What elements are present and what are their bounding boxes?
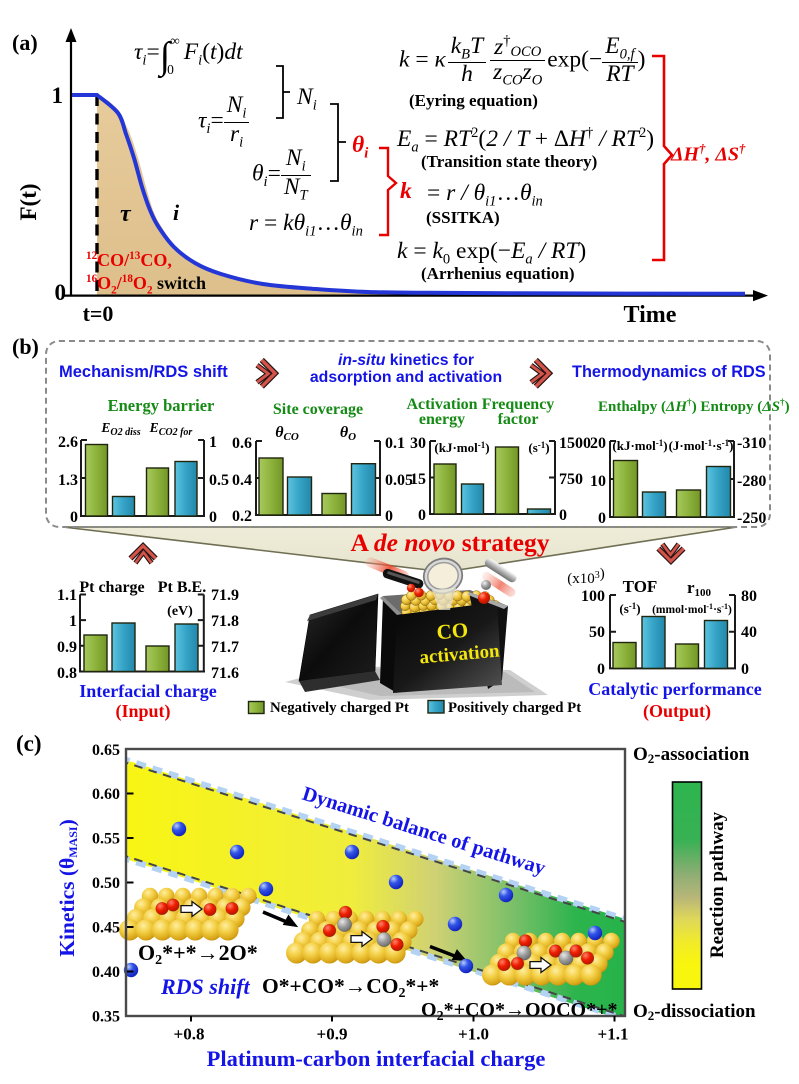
- svg-text:0.50: 0.50: [92, 875, 120, 892]
- svg-text:F(t): F(t): [16, 183, 41, 220]
- svg-text:O*+CO*→CO2*+*: O*+CO*→CO2*+*: [262, 974, 439, 1001]
- svg-text:θO: θO: [340, 424, 356, 443]
- svg-text:1.1: 1.1: [57, 587, 77, 604]
- svg-text:+1.0: +1.0: [458, 1025, 489, 1044]
- svg-text:0.8: 0.8: [57, 665, 77, 682]
- svg-text:0: 0: [741, 661, 749, 678]
- svg-text:ECO2 for: ECO2 for: [149, 420, 193, 438]
- svg-text:(mmol·mol-1·s-1): (mmol·mol-1·s-1): [652, 602, 732, 616]
- svg-text:0: 0: [597, 661, 605, 678]
- svg-text:Pt charge: Pt charge: [79, 579, 144, 596]
- svg-text:-310: -310: [737, 435, 766, 452]
- svg-text:t=0: t=0: [83, 301, 114, 326]
- svg-text:1: 1: [209, 434, 217, 451]
- svg-text:100: 100: [581, 588, 605, 605]
- svg-text:Time: Time: [624, 302, 677, 328]
- svg-text:EO2 diss: EO2 diss: [100, 420, 140, 438]
- svg-text:(eV): (eV): [167, 604, 193, 619]
- svg-text:0.45: 0.45: [92, 920, 120, 937]
- svg-text:71.8: 71.8: [211, 613, 239, 630]
- svg-text:Pt B.E.: Pt B.E.: [158, 579, 206, 596]
- svg-text:0: 0: [70, 509, 78, 526]
- svg-text:1500: 1500: [559, 435, 591, 452]
- svg-text:Reaction pathway: Reaction pathway: [707, 811, 728, 958]
- svg-text:0.55: 0.55: [92, 831, 120, 848]
- svg-text:1.3: 1.3: [58, 472, 78, 489]
- svg-text:0: 0: [598, 510, 606, 527]
- svg-text:750: 750: [559, 471, 583, 488]
- svg-text:(J·mol-1·s-1): (J·mol-1·s-1): [669, 438, 734, 453]
- svg-text:0.35: 0.35: [92, 1009, 120, 1026]
- svg-text:TOF: TOF: [623, 577, 658, 596]
- svg-text:0.4: 0.4: [232, 472, 252, 489]
- svg-text:0: 0: [55, 280, 67, 305]
- svg-text:1: 1: [52, 83, 64, 108]
- svg-text:+1.1: +1.1: [598, 1025, 629, 1044]
- svg-text:O2*+*→2O*: O2*+*→2O*: [138, 940, 258, 968]
- svg-text:71.7: 71.7: [211, 639, 239, 656]
- svg-text:(s-1): (s-1): [619, 601, 640, 616]
- svg-text:20: 20: [590, 435, 606, 452]
- svg-text:30: 30: [410, 435, 426, 452]
- svg-text:0.9: 0.9: [57, 639, 77, 656]
- svg-text:+0.8: +0.8: [174, 1025, 205, 1044]
- svg-text:(kJ·mol-1): (kJ·mol-1): [612, 438, 667, 453]
- svg-text:-280: -280: [737, 473, 766, 490]
- svg-text:50: 50: [589, 624, 605, 641]
- svg-text:O2-association: O2-association: [633, 744, 750, 766]
- svg-text:Negatively charged Pt: Negatively charged Pt: [270, 700, 409, 716]
- svg-text:O2*+CO*→OOCO*+*: O2*+CO*→OOCO*+*: [421, 999, 617, 1024]
- svg-text:0.65: 0.65: [92, 742, 120, 759]
- svg-text:O2-dissociation: O2-dissociation: [633, 1001, 756, 1023]
- svg-text:(kJ·mol-1): (kJ·mol-1): [434, 440, 489, 455]
- svg-text:0.2: 0.2: [232, 508, 252, 525]
- svg-text:-250: -250: [737, 510, 766, 527]
- svg-text:θCO: θCO: [275, 424, 299, 443]
- svg-text:τ: τ: [120, 201, 132, 227]
- svg-text:0.05: 0.05: [385, 472, 413, 489]
- svg-text:0: 0: [418, 507, 426, 524]
- svg-text:15: 15: [410, 471, 426, 488]
- svg-text:0.60: 0.60: [92, 786, 120, 803]
- svg-text:1: 1: [69, 613, 77, 630]
- svg-text:80: 80: [741, 588, 757, 605]
- svg-text:r100: r100: [687, 578, 712, 599]
- svg-text:71.9: 71.9: [211, 587, 239, 604]
- svg-text:Kinetics (θMASI): Kinetics (θMASI): [55, 819, 80, 957]
- svg-text:+0.9: +0.9: [317, 1025, 348, 1044]
- svg-text:(s-1): (s-1): [528, 440, 549, 455]
- svg-text:CO: CO: [436, 618, 469, 645]
- svg-text:Platinum-carbon interfacial ch: Platinum-carbon interfacial charge: [207, 1046, 546, 1071]
- svg-text:0.1: 0.1: [385, 435, 405, 452]
- svg-text:2.6: 2.6: [58, 434, 78, 451]
- svg-text:Positively charged Pt: Positively charged Pt: [448, 700, 581, 716]
- svg-text:0: 0: [209, 509, 217, 526]
- svg-text:i: i: [173, 200, 180, 225]
- svg-text:RDS shift: RDS shift: [160, 974, 251, 999]
- svg-text:10: 10: [590, 473, 606, 490]
- svg-text:40: 40: [741, 624, 757, 641]
- svg-text:71.6: 71.6: [211, 665, 239, 682]
- svg-text:0: 0: [559, 507, 567, 524]
- svg-text:0.40: 0.40: [92, 964, 120, 981]
- svg-text:0: 0: [385, 508, 393, 525]
- svg-text:0.5: 0.5: [209, 472, 229, 489]
- svg-text:0.6: 0.6: [232, 435, 252, 452]
